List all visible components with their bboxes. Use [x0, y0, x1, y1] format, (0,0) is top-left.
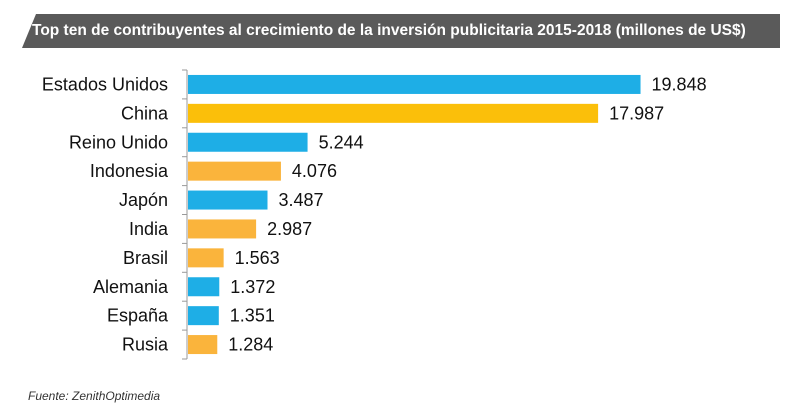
value-label: 17.987	[609, 103, 664, 123]
value-label: 3.487	[279, 190, 324, 210]
bar	[188, 74, 641, 94]
bar	[188, 248, 224, 268]
category-label: Rusia	[122, 335, 169, 355]
bar	[188, 103, 599, 123]
value-label: 19.848	[652, 74, 707, 94]
category-label: Indonesia	[90, 161, 169, 181]
value-label: 2.987	[267, 219, 312, 239]
source-note: Fuente: ZenithOptimedia	[28, 389, 161, 403]
bar	[188, 277, 220, 297]
category-label: Japón	[119, 190, 168, 210]
bar	[188, 132, 308, 152]
value-label: 5.244	[319, 132, 364, 152]
bar	[188, 306, 219, 326]
bar	[188, 190, 268, 210]
value-label: 1.372	[230, 277, 275, 297]
chart-title-banner: Top ten de contribuyentes al crecimiento…	[22, 14, 780, 48]
category-label: Estados Unidos	[42, 74, 168, 94]
value-label: 1.563	[235, 248, 280, 268]
category-label: India	[129, 219, 169, 239]
chart-title: Top ten de contribuyentes al crecimiento…	[32, 22, 746, 39]
value-label: 1.351	[230, 306, 275, 326]
category-label: China	[121, 103, 169, 123]
category-label: España	[107, 306, 169, 326]
value-label: 4.076	[292, 161, 337, 181]
bar	[188, 219, 257, 239]
category-label: Reino Unido	[69, 132, 168, 152]
bar	[188, 161, 281, 181]
value-label: 1.284	[228, 335, 273, 355]
category-label: Alemania	[93, 277, 169, 297]
category-label: Brasil	[123, 248, 168, 268]
bar	[188, 335, 218, 355]
title-banner-shape	[22, 14, 780, 48]
